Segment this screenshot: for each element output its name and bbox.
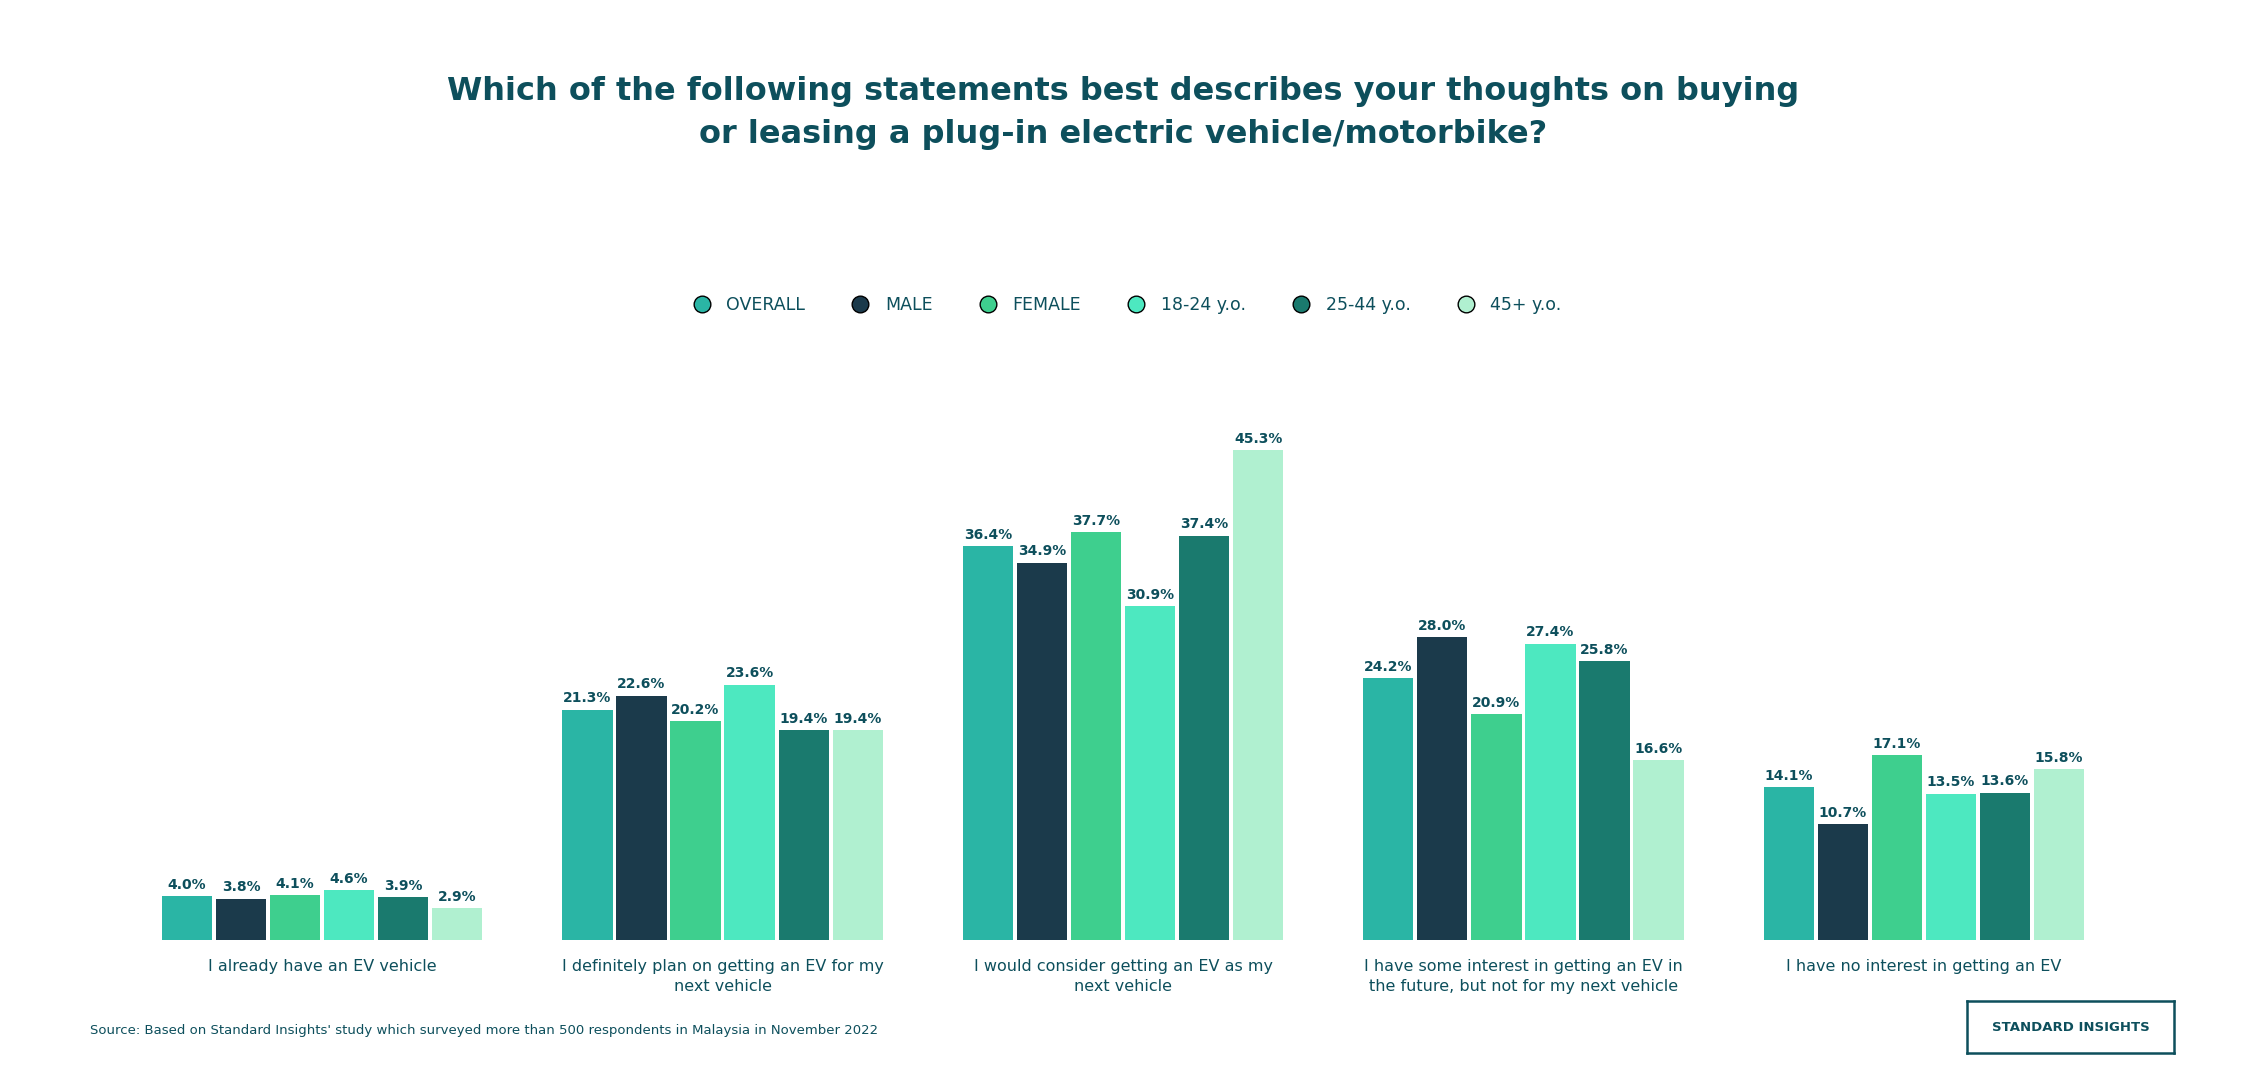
Bar <box>779 730 829 940</box>
Text: 21.3%: 21.3% <box>564 691 611 705</box>
Text: 25.8%: 25.8% <box>1581 643 1628 657</box>
Bar <box>833 730 883 940</box>
Text: 20.9%: 20.9% <box>1473 696 1521 710</box>
Text: 14.1%: 14.1% <box>1765 769 1813 783</box>
Text: 13.6%: 13.6% <box>1981 774 2028 788</box>
Bar <box>1817 824 1869 940</box>
Text: 22.6%: 22.6% <box>618 677 665 691</box>
Text: 10.7%: 10.7% <box>1819 806 1866 820</box>
Bar <box>964 546 1013 940</box>
Text: 16.6%: 16.6% <box>1635 742 1682 756</box>
Legend: OVERALL, MALE, FEMALE, 18-24 y.o., 25-44 y.o., 45+ y.o.: OVERALL, MALE, FEMALE, 18-24 y.o., 25-44… <box>678 289 1568 322</box>
Text: 36.4%: 36.4% <box>964 528 1013 542</box>
Bar <box>725 685 775 940</box>
Text: 19.4%: 19.4% <box>779 712 829 726</box>
Text: 13.5%: 13.5% <box>1927 775 1974 789</box>
Bar <box>1471 714 1521 940</box>
Text: 4.6%: 4.6% <box>330 872 368 886</box>
Text: 30.9%: 30.9% <box>1125 588 1175 602</box>
Text: 45.3%: 45.3% <box>1233 432 1282 446</box>
Bar <box>1925 794 1976 940</box>
Bar <box>1525 644 1577 940</box>
Bar <box>216 899 265 940</box>
Text: 3.8%: 3.8% <box>222 880 261 894</box>
Text: 28.0%: 28.0% <box>1417 619 1467 633</box>
Bar <box>270 895 321 940</box>
Bar <box>323 890 375 940</box>
Text: 37.4%: 37.4% <box>1179 517 1229 531</box>
Bar <box>1633 760 1684 940</box>
Text: STANDARD INSIGHTS: STANDARD INSIGHTS <box>1992 1021 2149 1034</box>
Text: 15.8%: 15.8% <box>2035 751 2084 765</box>
Bar <box>1125 606 1175 940</box>
Text: 24.2%: 24.2% <box>1363 660 1413 674</box>
Bar <box>2035 769 2084 940</box>
Bar <box>1417 637 1467 940</box>
Bar <box>1363 678 1413 940</box>
Bar <box>669 721 721 940</box>
Text: 23.6%: 23.6% <box>725 666 773 680</box>
Text: Source: Based on Standard Insights' study which surveyed more than 500 responden: Source: Based on Standard Insights' stud… <box>90 1024 878 1037</box>
Bar <box>1179 536 1229 940</box>
Text: 4.0%: 4.0% <box>168 878 207 892</box>
Bar <box>1071 532 1121 940</box>
Text: 20.2%: 20.2% <box>672 703 719 717</box>
Bar <box>615 696 667 940</box>
Text: 4.1%: 4.1% <box>276 877 314 891</box>
Text: 27.4%: 27.4% <box>1527 625 1574 639</box>
Bar <box>1981 793 2030 940</box>
Bar <box>431 908 483 940</box>
Text: 19.4%: 19.4% <box>833 712 883 726</box>
Text: 37.7%: 37.7% <box>1071 514 1121 528</box>
Text: 2.9%: 2.9% <box>438 890 476 904</box>
Bar <box>1871 755 1923 940</box>
Text: 34.9%: 34.9% <box>1017 544 1067 558</box>
Bar <box>562 710 613 940</box>
Bar <box>1017 563 1067 940</box>
Text: 17.1%: 17.1% <box>1873 737 1920 751</box>
Bar <box>1763 787 1815 940</box>
Bar <box>162 896 211 940</box>
Bar <box>1233 450 1282 940</box>
Bar <box>1579 661 1631 940</box>
Text: 3.9%: 3.9% <box>384 879 422 893</box>
Bar <box>377 897 429 940</box>
Text: Which of the following statements best describes your thoughts on buying
or leas: Which of the following statements best d… <box>447 76 1799 150</box>
